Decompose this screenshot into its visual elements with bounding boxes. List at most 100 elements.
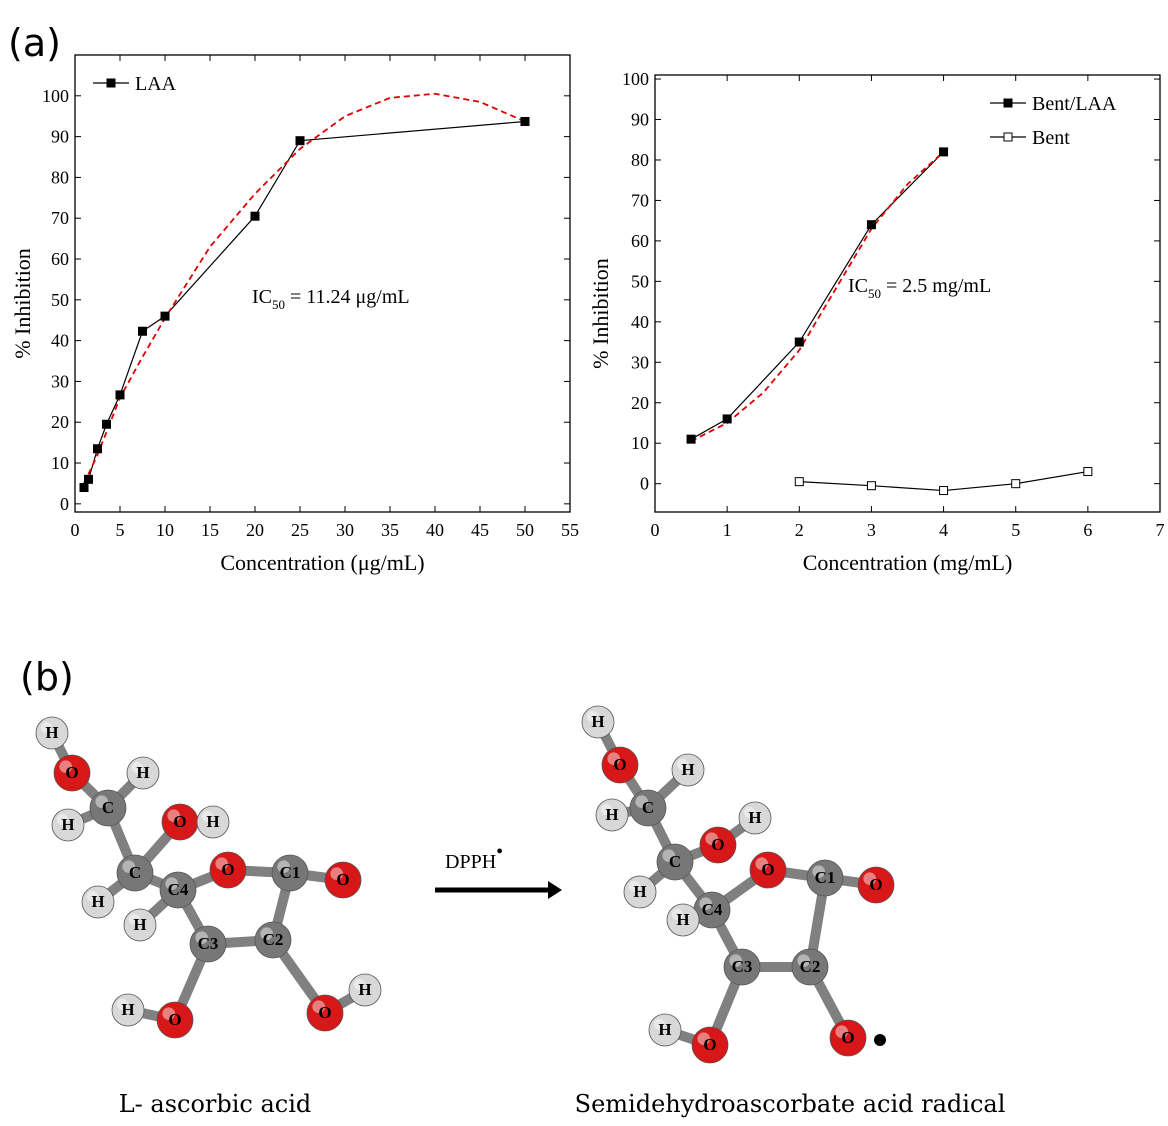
- annotation-text: IC: [848, 275, 868, 297]
- x-tick-label: 5: [116, 520, 125, 540]
- legend-label: Bent/LAA: [1032, 93, 1117, 115]
- x-tick-label: 0: [651, 520, 660, 540]
- y-tick-label: 10: [51, 453, 69, 473]
- y-tick-label: 80: [51, 167, 69, 187]
- atom-label: C2: [800, 957, 821, 976]
- marker: [723, 415, 731, 423]
- marker: [85, 475, 93, 483]
- panel-label: (b): [20, 655, 74, 699]
- y-tick-label: 0: [60, 494, 69, 514]
- y-axis-label: % Inhibition: [10, 248, 35, 359]
- atom-label: C: [669, 852, 681, 871]
- x-tick-label: 50: [516, 520, 534, 540]
- annotation-text: IC: [252, 286, 272, 308]
- x-tick-label: 10: [156, 520, 174, 540]
- radical-dot: [874, 1034, 886, 1046]
- atom-label: C1: [280, 863, 301, 882]
- y-tick-label: 30: [631, 352, 649, 372]
- atom-label: H: [676, 910, 689, 929]
- atom-label: O: [711, 835, 724, 854]
- y-tick-label: 80: [631, 150, 649, 170]
- atom-label: C3: [732, 957, 753, 976]
- y-tick-label: 90: [51, 127, 69, 147]
- x-tick-label: 0: [71, 520, 80, 540]
- atom-label: H: [748, 808, 761, 827]
- y-tick-label: 50: [51, 290, 69, 310]
- x-tick-label: 30: [336, 520, 354, 540]
- annotation-text: = 2.5 mg/mL: [881, 275, 991, 297]
- y-tick-label: 60: [631, 231, 649, 251]
- legend-marker: [1004, 99, 1012, 107]
- atom-label: C4: [702, 900, 723, 919]
- marker: [867, 482, 875, 490]
- marker: [116, 391, 124, 399]
- x-tick-label: 35: [381, 520, 399, 540]
- atom-label: H: [658, 1020, 671, 1039]
- marker: [103, 420, 111, 428]
- atom-label: H: [45, 723, 58, 742]
- reagent-name: DPPH: [445, 851, 496, 873]
- legend-label: Bent: [1032, 127, 1070, 149]
- marker: [795, 338, 803, 346]
- y-tick-label: 100: [622, 69, 649, 89]
- legend-marker: [1004, 133, 1012, 141]
- annotation-subscript: 50: [868, 286, 881, 301]
- annotation-subscript: 50: [272, 297, 285, 312]
- arrow-head: [548, 881, 562, 899]
- atom-label: H: [121, 1000, 134, 1019]
- atom-label: O: [613, 755, 626, 774]
- atom-label: C2: [263, 930, 284, 949]
- marker: [80, 484, 88, 492]
- x-tick-label: 5: [1011, 520, 1020, 540]
- marker: [1084, 468, 1092, 476]
- x-tick-label: 2: [795, 520, 804, 540]
- y-tick-label: 20: [631, 393, 649, 413]
- atom-label: H: [633, 882, 646, 901]
- atom-label: H: [206, 812, 219, 831]
- y-tick-label: 70: [51, 208, 69, 228]
- x-tick-label: 20: [246, 520, 264, 540]
- x-axis-label: Concentration (mg/mL): [803, 550, 1013, 575]
- reagent-superscript: •: [496, 841, 503, 863]
- atom-label: C1: [815, 868, 836, 887]
- marker: [139, 327, 147, 335]
- atom-label: O: [173, 812, 186, 831]
- atom-label: O: [318, 1003, 331, 1022]
- atom-label: C4: [168, 880, 189, 899]
- y-tick-label: 30: [51, 371, 69, 391]
- y-tick-label: 40: [631, 312, 649, 332]
- atom-label: C3: [198, 934, 219, 953]
- marker: [1012, 480, 1020, 488]
- atom-label: O: [65, 763, 78, 782]
- atom-label: H: [133, 915, 146, 934]
- marker: [687, 435, 695, 443]
- atom-label: O: [703, 1035, 716, 1054]
- atom-label: O: [336, 870, 349, 889]
- y-tick-label: 60: [51, 249, 69, 269]
- x-tick-label: 4: [939, 520, 948, 540]
- y-tick-label: 0: [640, 474, 649, 494]
- x-tick-label: 7: [1156, 520, 1165, 540]
- atom-label: O: [221, 860, 234, 879]
- marker: [795, 478, 803, 486]
- atom-label: C: [129, 863, 141, 882]
- y-tick-label: 90: [631, 110, 649, 130]
- x-tick-label: 1: [723, 520, 732, 540]
- marker: [867, 221, 875, 229]
- atom-label: H: [681, 760, 694, 779]
- annotation: IC50 = 2.5 mg/mL: [848, 275, 991, 301]
- atom-label: C: [642, 798, 654, 817]
- marker: [296, 137, 304, 145]
- y-tick-label: 70: [631, 190, 649, 210]
- atom-label: O: [841, 1028, 854, 1047]
- atom-label: H: [136, 763, 149, 782]
- y-tick-label: 20: [51, 412, 69, 432]
- y-tick-label: 50: [631, 271, 649, 291]
- legend-label: LAA: [135, 73, 177, 95]
- x-tick-label: 15: [201, 520, 219, 540]
- y-tick-label: 40: [51, 331, 69, 351]
- atom-label: H: [358, 980, 371, 999]
- x-tick-label: 45: [471, 520, 489, 540]
- atom-label: O: [869, 875, 882, 894]
- marker: [521, 118, 529, 126]
